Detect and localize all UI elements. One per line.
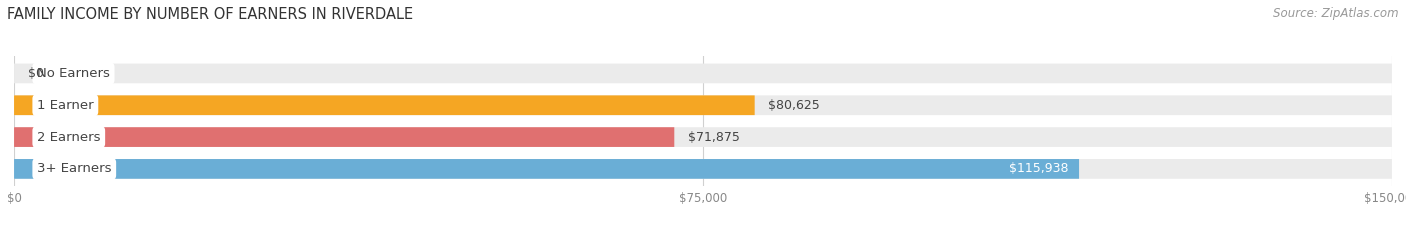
Text: $71,875: $71,875 <box>688 130 740 144</box>
FancyBboxPatch shape <box>14 127 675 147</box>
FancyBboxPatch shape <box>14 127 1392 147</box>
Text: 2 Earners: 2 Earners <box>37 130 100 144</box>
Text: $80,625: $80,625 <box>769 99 820 112</box>
Text: 3+ Earners: 3+ Earners <box>37 162 111 175</box>
Text: $0: $0 <box>28 67 44 80</box>
Text: FAMILY INCOME BY NUMBER OF EARNERS IN RIVERDALE: FAMILY INCOME BY NUMBER OF EARNERS IN RI… <box>7 7 413 22</box>
FancyBboxPatch shape <box>14 159 1392 179</box>
Text: $115,938: $115,938 <box>1008 162 1069 175</box>
Text: No Earners: No Earners <box>37 67 110 80</box>
FancyBboxPatch shape <box>14 159 1078 179</box>
FancyBboxPatch shape <box>14 95 1392 115</box>
Text: 1 Earner: 1 Earner <box>37 99 94 112</box>
FancyBboxPatch shape <box>14 64 1392 83</box>
Text: Source: ZipAtlas.com: Source: ZipAtlas.com <box>1274 7 1399 20</box>
FancyBboxPatch shape <box>14 95 755 115</box>
